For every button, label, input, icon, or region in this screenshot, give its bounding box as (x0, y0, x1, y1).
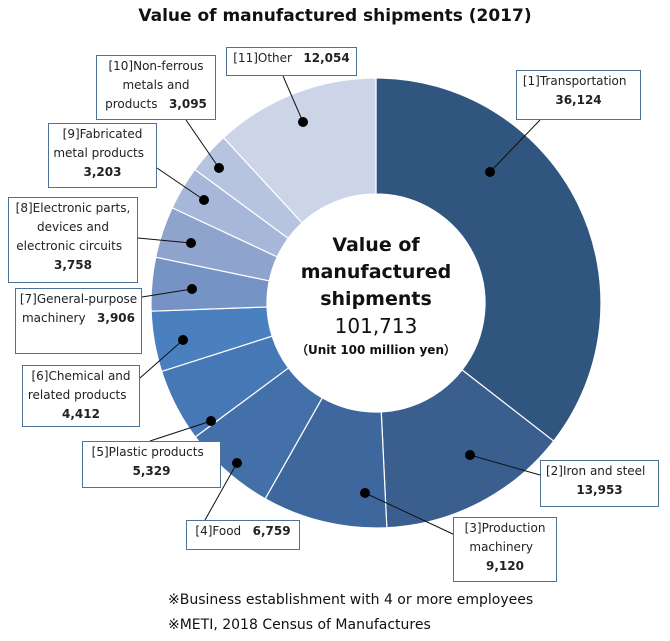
data-label-6: [6]Chemical and related products 4,412 (22, 365, 140, 427)
leader-line-1 (489, 119, 541, 173)
marker-dot-7 (187, 284, 197, 294)
data-label-4: [4]Food 6,759 (186, 520, 300, 550)
data-label-5: [5]Plastic products 5,329 (82, 441, 221, 488)
label-name: [7] (19, 292, 37, 306)
label-name: Transportation (539, 74, 627, 88)
label-name: Plastic products (108, 445, 204, 459)
marker-dot-1 (485, 167, 495, 177)
leader-line-9 (156, 167, 205, 201)
label-value: 3,203 (83, 165, 122, 179)
center-unit: （Unit 100 million yen） (296, 343, 456, 357)
label-value: 3,906 (97, 311, 136, 325)
label-value: 4,412 (62, 407, 100, 421)
data-label-10: [10]Non-ferrous metals and products 3,09… (96, 55, 216, 120)
marker-dot-10 (214, 163, 224, 173)
label-name: [5] (91, 445, 109, 459)
data-label-9: [9]Fabricated metal products 3,203 (48, 123, 157, 188)
label-name: [4] (195, 524, 213, 538)
label-value: 36,124 (555, 93, 602, 107)
label-name: Food (212, 524, 242, 538)
leader-line-7 (141, 288, 193, 298)
label-name: [10] (108, 59, 134, 73)
label-value: 3,095 (168, 97, 207, 111)
marker-dot-2 (465, 450, 475, 460)
label-name: Other (257, 51, 292, 65)
data-label-3: [3]Production machinery 9,120 (453, 517, 557, 582)
leader-line-3 (364, 492, 456, 536)
label-value: 3,758 (54, 258, 92, 272)
note-1: ※Business establishment with 4 or more e… (168, 592, 534, 608)
label-name: [3] (464, 521, 482, 535)
data-label-7: [7]General-purpose machinery 3,906 (15, 288, 142, 354)
label-name: [6] (31, 369, 49, 383)
label-value: 12,054 (303, 51, 350, 65)
label-value: 9,120 (486, 559, 524, 573)
center-title: Value of manufactured shipments (300, 234, 452, 310)
leader-line-5 (149, 420, 212, 442)
data-label-8: [8]Electronic parts, devices and electro… (8, 197, 138, 283)
note-2: ※METI, 2018 Census of Manufactures (168, 617, 431, 633)
label-name: General-purpose machinery (21, 292, 138, 325)
label-name: [1] (522, 74, 540, 88)
data-label-2: [2]Iron and steel 13,953 (540, 460, 659, 507)
slice-1 (375, 77, 602, 442)
label-value: 6,759 (252, 524, 291, 538)
slice-11 (222, 77, 377, 224)
data-label-1: [1]Transportation 36,124 (516, 70, 641, 120)
label-name: Iron and steel (562, 464, 646, 478)
chart-title: Value of manufactured shipments (2017) (138, 6, 532, 26)
label-name: Electronic parts, devices and electronic… (16, 201, 131, 253)
marker-dot-9 (199, 195, 209, 205)
leader-line-11 (282, 75, 304, 123)
label-value: 13,953 (576, 483, 623, 497)
slice-2 (380, 369, 555, 529)
label-name: [8] (15, 201, 33, 215)
marker-dot-6 (178, 335, 188, 345)
label-value: 5,329 (132, 464, 171, 478)
leader-line-6 (139, 339, 184, 379)
label-name: Production machinery (469, 521, 546, 554)
label-name: Fabricated metal products (53, 127, 145, 160)
label-name: [2] (545, 464, 563, 478)
label-name: [11] (233, 51, 258, 65)
leader-line-4 (204, 462, 238, 521)
donut-hole (268, 195, 484, 411)
label-name: Non-ferrous metals and products (105, 59, 204, 111)
data-label-11: [11]Other 12,054 (226, 47, 357, 76)
center-total: 101,713 (334, 314, 418, 338)
marker-dot-8 (186, 238, 196, 248)
marker-dot-4 (232, 458, 242, 468)
marker-dot-5 (206, 416, 216, 426)
center-label: Value of manufactured shipments 101,713 … (276, 232, 476, 361)
leader-line-10 (185, 119, 220, 169)
marker-dot-3 (360, 488, 370, 498)
label-name: Chemical and related products (27, 369, 131, 402)
leader-line-2 (469, 454, 541, 476)
label-name: [9] (62, 127, 80, 141)
leader-line-8 (137, 237, 192, 244)
marker-dot-11 (298, 117, 308, 127)
